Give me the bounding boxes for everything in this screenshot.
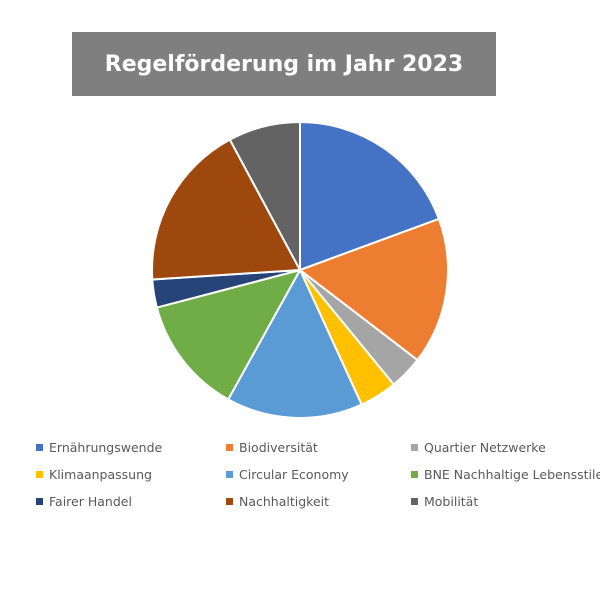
legend-item-2: Quartier Netzwerke xyxy=(411,440,596,455)
legend-label: Fairer Handel xyxy=(49,494,132,509)
legend-item-6: Fairer Handel xyxy=(36,494,226,509)
pie-slice-5 xyxy=(155,269,301,401)
legend-label: Klimaanpassung xyxy=(49,467,152,482)
legend-item-0: Ernährungswende xyxy=(36,440,226,455)
legend-swatch xyxy=(411,471,418,478)
chart-title: Regelförderung im Jahr 2023 xyxy=(104,51,464,77)
legend-swatch xyxy=(36,498,43,505)
legend-label: Circular Economy xyxy=(239,467,349,482)
legend-item-4: Circular Economy xyxy=(226,467,411,482)
chart-legend: Ernährungswende Biodiversität Quartier Net… xyxy=(36,440,600,509)
legend-swatch xyxy=(36,444,43,451)
legend-swatch xyxy=(411,444,418,451)
legend-label: Mobilität xyxy=(424,494,479,509)
legend-swatch xyxy=(411,498,418,505)
legend-swatch xyxy=(36,471,43,478)
legend-label: Biodiversität xyxy=(239,440,318,455)
legend-item-8: Mobilität xyxy=(411,494,596,509)
legend-swatch xyxy=(226,498,233,505)
legend-label: BNE Nachhaltige Lebensstile xyxy=(424,467,600,482)
legend-label: Ernährungswende xyxy=(49,440,163,455)
legend-swatch xyxy=(226,471,233,478)
pie-slice-4 xyxy=(227,269,363,419)
pie-slice-1 xyxy=(299,217,449,362)
pie-slice-8 xyxy=(228,121,301,271)
legend-label: Quartier Netzwerke xyxy=(424,440,546,455)
chart-title-box: Regelförderung im Jahr 2023 xyxy=(72,32,496,96)
legend-item-5: BNE Nachhaltige Lebensstile xyxy=(411,467,600,482)
pie-slice-0 xyxy=(299,121,440,271)
legend-item-7: Nachhaltigkeit xyxy=(226,494,411,509)
legend-item-3: Klimaanpassung xyxy=(36,467,226,482)
legend-item-1: Biodiversität xyxy=(226,440,411,455)
pie-slice-7 xyxy=(150,138,301,281)
legend-swatch xyxy=(226,444,233,451)
legend-label: Nachhaltigkeit xyxy=(239,494,330,509)
